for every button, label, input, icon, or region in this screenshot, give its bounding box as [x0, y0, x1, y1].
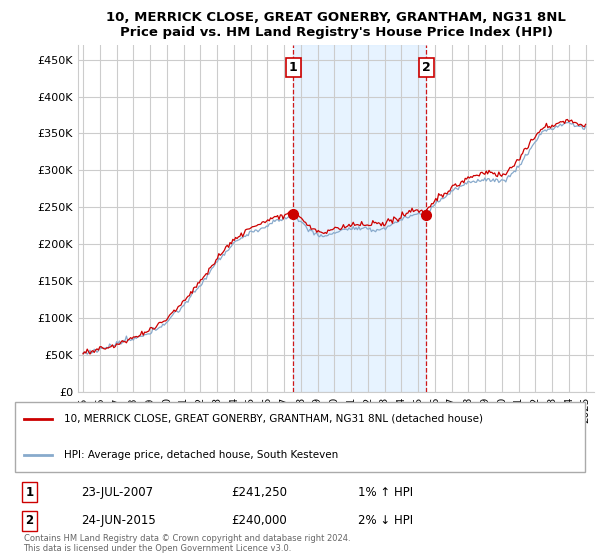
Text: £240,000: £240,000 — [231, 515, 287, 528]
Text: 2: 2 — [25, 515, 34, 528]
Text: £241,250: £241,250 — [231, 486, 287, 499]
Text: 1: 1 — [25, 486, 34, 499]
Text: 10, MERRICK CLOSE, GREAT GONERBY, GRANTHAM, NG31 8NL (detached house): 10, MERRICK CLOSE, GREAT GONERBY, GRANTH… — [64, 414, 483, 423]
Text: 1: 1 — [289, 61, 298, 74]
FancyBboxPatch shape — [15, 402, 585, 472]
Title: 10, MERRICK CLOSE, GREAT GONERBY, GRANTHAM, NG31 8NL
Price paid vs. HM Land Regi: 10, MERRICK CLOSE, GREAT GONERBY, GRANTH… — [106, 11, 566, 39]
Text: 24-JUN-2015: 24-JUN-2015 — [81, 515, 156, 528]
Bar — [293, 45, 426, 392]
Text: Contains HM Land Registry data © Crown copyright and database right 2024.
This d: Contains HM Land Registry data © Crown c… — [23, 534, 350, 553]
Text: 1% ↑ HPI: 1% ↑ HPI — [358, 486, 413, 499]
Text: 2: 2 — [422, 61, 431, 74]
Text: 2% ↓ HPI: 2% ↓ HPI — [358, 515, 413, 528]
Text: 23-JUL-2007: 23-JUL-2007 — [81, 486, 153, 499]
Text: HPI: Average price, detached house, South Kesteven: HPI: Average price, detached house, Sout… — [64, 450, 338, 460]
